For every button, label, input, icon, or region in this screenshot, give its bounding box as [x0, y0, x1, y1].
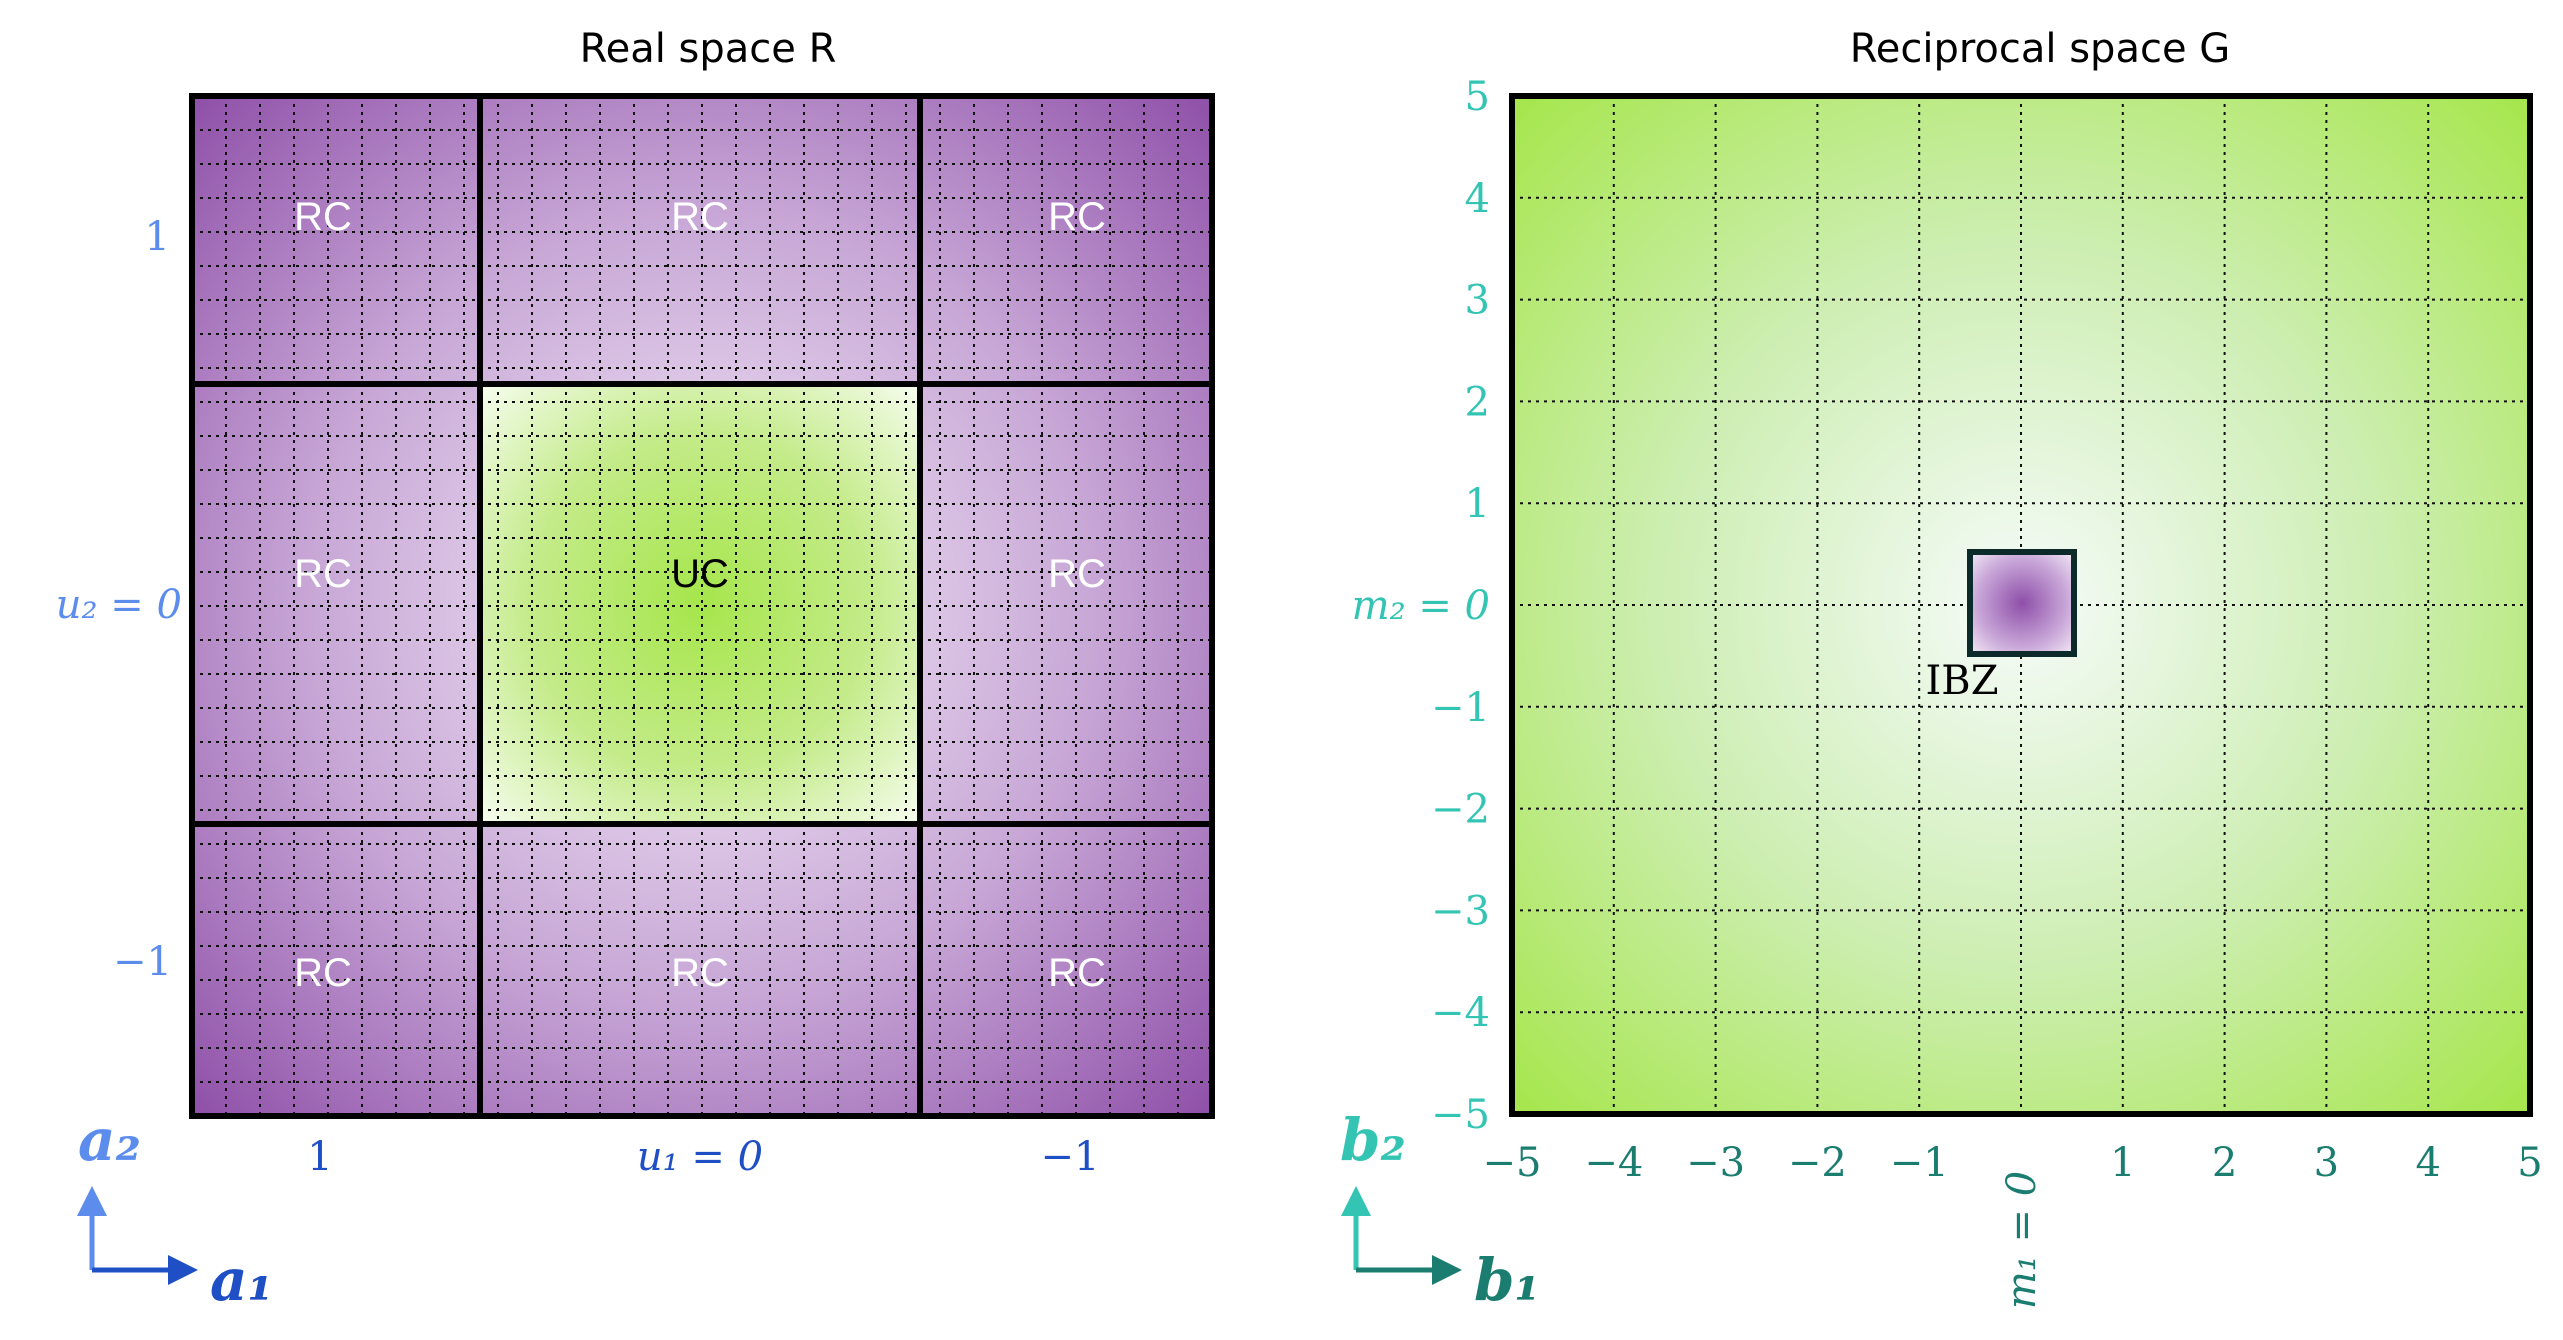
m1-tick-label: −3 — [1686, 1140, 1745, 1186]
cell-label: RC — [294, 552, 352, 596]
ibz-cell — [1967, 549, 2077, 657]
reciprocal-space-frame — [1509, 93, 2533, 1117]
cell-label: RC — [1048, 195, 1106, 239]
unit-cell-label: UC — [671, 552, 729, 596]
reciprocal-space-tick-labels: −5 −4 −3 −2 −1 m₁ = 0 1 2 3 4 5 5 4 3 2 1 m₂ = 0 −1 −2 −3 −4… — [1352, 74, 2543, 1309]
m1-tick-label: 5 — [2517, 1140, 2542, 1186]
real-space-cell-boundaries — [189, 93, 1215, 1119]
real-space-title: Real space R — [580, 26, 837, 72]
reciprocal-space-panel: Reciprocal space G IBZ −5 −4 −3 −2 −1 m₁ = 0 1… — [1340, 26, 2543, 1314]
m1-tick-label: 3 — [2314, 1140, 2339, 1186]
real-space-fine-grid — [192, 96, 1212, 1116]
m1-tick-label: 2 — [2212, 1140, 2237, 1186]
cell-label: RC — [294, 951, 352, 995]
cell-label: RC — [1048, 552, 1106, 596]
cell-label: RC — [671, 195, 729, 239]
m1-tick-label: −5 — [1483, 1140, 1542, 1186]
u1-tick-label: u₁ = 0 — [637, 1134, 763, 1180]
m2-tick-label: m₂ = 0 — [1352, 583, 1490, 629]
a1-vector-label: a₁ — [210, 1246, 273, 1314]
m2-tick-label: −5 — [1431, 1092, 1490, 1138]
cell-label: RC — [1048, 951, 1106, 995]
unit-cell-region — [480, 384, 920, 824]
m2-tick-label: −2 — [1431, 787, 1490, 833]
m1-tick-label: 1 — [2110, 1140, 2135, 1186]
real-space-panel: Real space R RC RC RC RC UC RC RC RC RC … — [56, 26, 1215, 1314]
m2-tick-label: −1 — [1431, 685, 1490, 731]
m2-tick-label: −3 — [1431, 888, 1490, 934]
u1-tick-label: −1 — [1041, 1134, 1100, 1180]
m1-tick-label: 4 — [2415, 1140, 2440, 1186]
u1-tick-label: 1 — [307, 1134, 332, 1180]
m2-tick-label: 3 — [1465, 278, 1490, 324]
a2-vector-label: a₂ — [78, 1106, 141, 1174]
m2-tick-label: 1 — [1465, 481, 1490, 527]
m1-tick-label: m₁ = 0 — [1999, 1171, 2045, 1309]
m2-tick-label: 5 — [1465, 74, 1490, 120]
m1-tick-label: −2 — [1788, 1140, 1847, 1186]
m2-tick-label: 4 — [1465, 176, 1490, 222]
b1-vector-label: b₁ — [1474, 1246, 1540, 1314]
m1-tick-label: −4 — [1584, 1140, 1643, 1186]
b2-vector-label: b₂ — [1340, 1106, 1406, 1174]
m1-tick-label: −1 — [1890, 1140, 1949, 1186]
reciprocal-space-title: Reciprocal space G — [1850, 26, 2231, 72]
cell-label: RC — [671, 951, 729, 995]
u2-tick-label: −1 — [113, 939, 172, 985]
m2-tick-label: −4 — [1431, 990, 1490, 1036]
ibz-label: IBZ — [1926, 658, 1999, 704]
u2-tick-label: 1 — [145, 214, 170, 260]
reciprocal-space-grid — [1512, 96, 2530, 1114]
cell-boundary — [189, 93, 1215, 1119]
m2-tick-label: 2 — [1465, 379, 1490, 425]
cell-label: RC — [294, 195, 352, 239]
u2-tick-label: u₂ = 0 — [56, 582, 182, 628]
